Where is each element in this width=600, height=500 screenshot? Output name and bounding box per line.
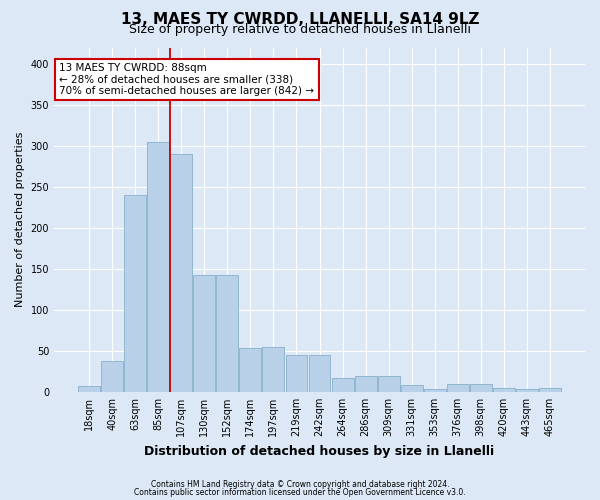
- Bar: [539, 388, 561, 392]
- X-axis label: Distribution of detached houses by size in Llanelli: Distribution of detached houses by size …: [145, 444, 494, 458]
- Bar: [470, 384, 492, 392]
- Bar: [262, 347, 284, 392]
- Bar: [447, 384, 469, 392]
- Bar: [516, 390, 538, 392]
- Text: Contains public sector information licensed under the Open Government Licence v3: Contains public sector information licen…: [134, 488, 466, 497]
- Bar: [308, 355, 331, 392]
- Bar: [286, 355, 307, 392]
- Text: Contains HM Land Registry data © Crown copyright and database right 2024.: Contains HM Land Registry data © Crown c…: [151, 480, 449, 489]
- Text: 13 MAES TY CWRDD: 88sqm
← 28% of detached houses are smaller (338)
70% of semi-d: 13 MAES TY CWRDD: 88sqm ← 28% of detache…: [59, 63, 314, 96]
- Bar: [424, 388, 446, 392]
- Bar: [101, 361, 123, 392]
- Bar: [124, 195, 146, 392]
- Bar: [193, 276, 215, 392]
- Bar: [78, 386, 100, 392]
- Bar: [355, 376, 377, 392]
- Bar: [217, 276, 238, 392]
- Text: Size of property relative to detached houses in Llanelli: Size of property relative to detached ho…: [129, 22, 471, 36]
- Bar: [493, 388, 515, 392]
- Text: 13, MAES TY CWRDD, LLANELLI, SA14 9LZ: 13, MAES TY CWRDD, LLANELLI, SA14 9LZ: [121, 12, 479, 28]
- Bar: [401, 386, 422, 392]
- Bar: [170, 154, 192, 392]
- Bar: [147, 142, 169, 392]
- Bar: [239, 348, 262, 392]
- Y-axis label: Number of detached properties: Number of detached properties: [15, 132, 25, 308]
- Bar: [377, 376, 400, 392]
- Bar: [332, 378, 353, 392]
